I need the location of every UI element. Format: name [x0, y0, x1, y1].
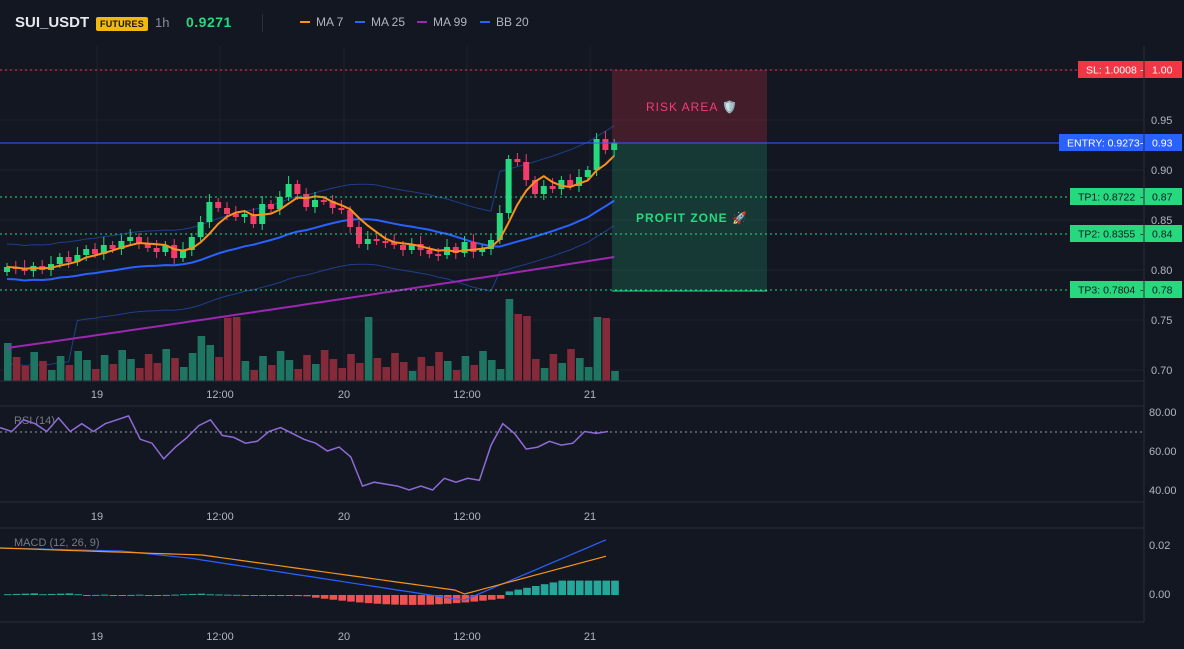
entry-tag-value: 0.93 [1152, 138, 1173, 150]
time-tick: 12:00 [206, 631, 234, 643]
rsi-label: RSI (14) [14, 415, 55, 427]
sl-tag-sep: - [1140, 65, 1144, 77]
futures-badge: FUTURES [96, 17, 148, 31]
time-tick: 21 [584, 511, 596, 523]
time-axis-main: 19 12:00 20 12:00 21 [91, 389, 596, 401]
tp3-tag-sep: - [1140, 285, 1144, 297]
chart-header: SUI_USDT FUTURES 1h 0.9271 MA 7 MA 25 MA… [0, 0, 1184, 46]
last-price: 0.9271 [186, 14, 232, 30]
ma7-swatch-icon [300, 21, 310, 23]
rsi-line [0, 414, 609, 491]
tp2-tag-value: 0.84 [1152, 229, 1173, 241]
symbol-name[interactable]: SUI_USDT [15, 14, 90, 31]
legend-label: BB 20 [496, 15, 529, 29]
time-tick: 12:00 [453, 631, 481, 643]
tp1-tag-value: 0.87 [1152, 192, 1173, 204]
tp2-tag-sep: - [1140, 229, 1144, 241]
time-axis-macd: 19 12:00 20 12:00 21 [91, 631, 596, 643]
macd-tick: 0.02 [1149, 540, 1170, 552]
legend-label: MA 7 [316, 15, 344, 29]
legend-ma25[interactable]: MA 25 [355, 15, 405, 29]
price-axis[interactable]: 0.95 0.90 0.85 0.80 0.75 0.70 [1151, 115, 1172, 377]
macd-tick: 0.00 [1149, 589, 1170, 601]
time-tick: 19 [91, 631, 103, 643]
rsi-tick: 60.00 [1149, 446, 1177, 458]
time-tick: 20 [338, 511, 350, 523]
tp1-tag-label: TP1: 0.8722 [1078, 192, 1135, 204]
legend-ma7[interactable]: MA 7 [300, 15, 343, 29]
tp3-tag-value: 0.78 [1152, 285, 1173, 297]
entry-tag-label: ENTRY: 0.9273 [1067, 138, 1140, 150]
price-tick: 0.90 [1151, 165, 1172, 177]
tp3-tag-label: TP3: 0.7804 [1078, 285, 1135, 297]
legend-ma99[interactable]: MA 99 [417, 15, 467, 29]
ma7-line [6, 155, 615, 270]
ma99-line [6, 256, 615, 349]
volume-bars [4, 299, 619, 381]
price-tick: 0.70 [1151, 365, 1172, 377]
price-tick: 0.75 [1151, 315, 1172, 327]
macd-label: MACD (12, 26, 9) [14, 537, 100, 549]
tp2-tag-label: TP2: 0.8355 [1078, 229, 1135, 241]
legend-label: MA 99 [433, 15, 468, 29]
time-tick: 21 [584, 389, 596, 401]
sl-tag-label: SL: 1.0008 [1086, 65, 1137, 77]
header-divider [262, 14, 263, 32]
time-tick: 20 [338, 631, 350, 643]
price-tick: 0.85 [1151, 215, 1172, 227]
macd-signal-line [0, 547, 607, 595]
ma99-swatch-icon [417, 21, 427, 23]
rsi-axis: 80.00 60.00 40.00 [1149, 407, 1177, 497]
tp2-tag[interactable]: TP2: 0.8355 - 0.84 [1070, 225, 1182, 242]
sl-tag[interactable]: SL: 1.0008 - 1.00 [1078, 61, 1182, 78]
grid-lines [0, 46, 1144, 381]
macd-histogram [4, 580, 619, 605]
time-tick: 21 [584, 631, 596, 643]
bb20-swatch-icon [480, 21, 490, 23]
time-tick: 12:00 [206, 389, 234, 401]
time-tick: 12:00 [453, 511, 481, 523]
profit-zone[interactable] [612, 143, 767, 291]
tp1-tag[interactable]: TP1: 0.8722 - 0.87 [1070, 188, 1182, 205]
time-tick: 12:00 [206, 511, 234, 523]
price-tick: 0.95 [1151, 115, 1172, 127]
bb-upper-band [6, 125, 615, 247]
macd-axis: 0.02 0.00 [1149, 540, 1170, 601]
time-tick: 19 [91, 389, 103, 401]
time-axis-rsi: 19 12:00 20 12:00 21 [91, 511, 596, 523]
entry-tag[interactable]: ENTRY: 0.9273 - 0.93 [1059, 134, 1182, 151]
entry-tag-sep: - [1140, 138, 1144, 150]
tp3-tag[interactable]: TP3: 0.7804 - 0.78 [1070, 281, 1182, 298]
ma25-line [6, 199, 615, 282]
legend-bb20[interactable]: BB 20 [480, 15, 529, 29]
ma25-swatch-icon [355, 21, 365, 23]
risk-area-zone[interactable] [612, 70, 767, 143]
timeframe-selector[interactable]: 1h [155, 15, 170, 30]
risk-area-label: RISK AREA 🛡️ [646, 100, 738, 114]
bb-lower-band [6, 225, 615, 367]
profit-zone-label: PROFIT ZONE 🚀 [636, 211, 748, 225]
legend-label: MA 25 [371, 15, 406, 29]
time-tick: 20 [338, 389, 350, 401]
price-tick: 0.80 [1151, 265, 1172, 277]
rsi-tick: 80.00 [1149, 407, 1177, 419]
rsi-tick: 40.00 [1149, 485, 1177, 497]
time-tick: 19 [91, 511, 103, 523]
tp1-tag-sep: - [1140, 192, 1144, 204]
time-tick: 12:00 [453, 389, 481, 401]
sl-tag-value: 1.00 [1152, 65, 1173, 77]
